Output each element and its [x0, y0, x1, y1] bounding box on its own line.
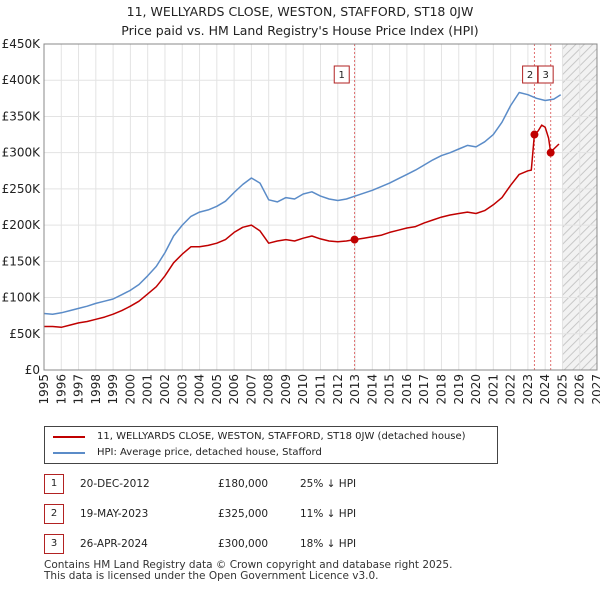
legend-swatch-property	[53, 436, 85, 438]
sale-label-text: 1	[339, 70, 345, 81]
sale-label-box	[333, 65, 350, 84]
sale-label-box	[537, 65, 554, 84]
footer-line-2: This data is licensed under the Open Gov…	[44, 570, 379, 582]
title-line-2: Price paid vs. HM Land Registry's House …	[121, 23, 479, 38]
x-tick-label: 2016	[400, 374, 414, 405]
x-tick-label: 2005	[210, 374, 224, 405]
y-tick-label: £100K	[2, 291, 42, 305]
x-tick-label: 2007	[244, 374, 258, 405]
sale-date: 26-APR-2024	[80, 538, 148, 550]
y-tick-label: £200K	[2, 218, 42, 232]
x-tick-label: 2011	[314, 374, 328, 405]
sale-hpi-diff: 11% ↓ HPI	[300, 508, 357, 520]
x-tick-label: 2019	[452, 374, 466, 405]
sale-point	[530, 130, 539, 139]
legend-label-property: 11, WELLYARDS CLOSE, WESTON, STAFFORD, S…	[97, 431, 466, 442]
sale-label-3: 3	[537, 65, 554, 84]
x-tick-label: 2009	[279, 374, 293, 405]
sale-label-text: 3	[542, 70, 548, 81]
y-tick-label: £250K	[2, 182, 42, 196]
sale-point	[546, 148, 555, 157]
hpi-line	[43, 91, 562, 315]
x-tick-label: 1995	[37, 374, 51, 405]
sale-date: 19-MAY-2023	[80, 508, 149, 520]
y-tick-label: £300K	[2, 146, 42, 160]
sale-label-1: 1	[333, 65, 350, 84]
x-tick-label: 2022	[504, 374, 518, 405]
sale-number-badge: 2	[44, 504, 64, 524]
x-tick-label: 1996	[54, 374, 68, 405]
sale-label-2: 2	[522, 65, 539, 84]
x-tick-label: 2003	[175, 374, 189, 405]
footer-attribution: Contains HM Land Registry data © Crown c…	[44, 560, 452, 582]
x-tick-label: 2000	[123, 374, 137, 405]
sale-row: 1 20-DEC-2012 £180,000 25% ↓ HPI	[44, 474, 484, 494]
x-tick-label: 2013	[348, 374, 362, 405]
property-price-line	[44, 124, 560, 329]
x-tick-label: 1998	[89, 374, 103, 405]
x-tick-label: 2018	[434, 374, 448, 405]
y-tick-label: £400K	[2, 73, 42, 87]
x-tick-label: 1997	[72, 374, 86, 405]
sale-row: 3 26-APR-2024 £300,000 18% ↓ HPI	[44, 534, 484, 554]
sale-hpi-diff: 25% ↓ HPI	[300, 478, 357, 490]
x-tick-label: 2006	[227, 374, 241, 405]
y-tick-label: £50K	[9, 327, 41, 341]
sale-point	[350, 235, 359, 244]
sale-label-text: 2	[527, 70, 533, 81]
x-tick-label: 2023	[521, 374, 535, 405]
sale-hpi-diff: 18% ↓ HPI	[300, 538, 357, 550]
sale-label-box	[522, 65, 539, 84]
x-tick-label: 2024	[538, 374, 552, 405]
sale-price: £300,000	[218, 538, 269, 550]
sale-row: 2 19-MAY-2023 £325,000 11% ↓ HPI	[44, 504, 484, 524]
x-tick-label: 2015	[383, 374, 397, 405]
x-tick-label: 2017	[417, 374, 431, 405]
sale-number-badge: 3	[44, 534, 64, 554]
sale-date: 20-DEC-2012	[80, 478, 150, 490]
chart-legend: 11, WELLYARDS CLOSE, WESTON, STAFFORD, S…	[44, 426, 498, 464]
x-tick-label: 2025	[555, 374, 569, 405]
x-tick-label: 2021	[486, 374, 500, 405]
x-tick-label: 2001	[141, 374, 155, 405]
legend-swatch-hpi	[53, 452, 85, 454]
sale-price: £325,000	[218, 508, 269, 520]
y-tick-label: £350K	[2, 109, 42, 123]
footer-line-1: Contains HM Land Registry data © Crown c…	[44, 559, 453, 571]
y-tick-label: £450K	[2, 37, 42, 51]
x-tick-label: 2002	[158, 374, 172, 405]
x-tick-label: 2026	[573, 374, 587, 405]
x-tick-label: 2010	[296, 374, 310, 405]
plot-border	[43, 43, 598, 371]
title-line-1: 11, WELLYARDS CLOSE, WESTON, STAFFORD, S…	[126, 4, 474, 19]
x-tick-label: 2008	[262, 374, 276, 405]
chart-title: 11, WELLYARDS CLOSE, WESTON, STAFFORD, S…	[0, 2, 600, 40]
sale-number-badge: 1	[44, 474, 64, 494]
sale-price: £180,000	[218, 478, 269, 490]
x-tick-label: 2027	[590, 374, 600, 405]
x-tick-label: 1999	[106, 374, 120, 405]
x-tick-label: 2020	[469, 374, 483, 405]
x-tick-label: 2014	[365, 374, 379, 405]
y-tick-label: £0	[25, 363, 40, 377]
price-chart: 1 2 3 £0 £50K £100K £150K £200K £250K £300K £350K £…	[2, 37, 600, 405]
x-tick-label: 2004	[193, 374, 207, 405]
y-tick-label: £150K	[2, 254, 42, 268]
x-tick-label: 2012	[331, 374, 345, 405]
legend-label-hpi: HPI: Average price, detached house, Staf…	[97, 447, 322, 458]
